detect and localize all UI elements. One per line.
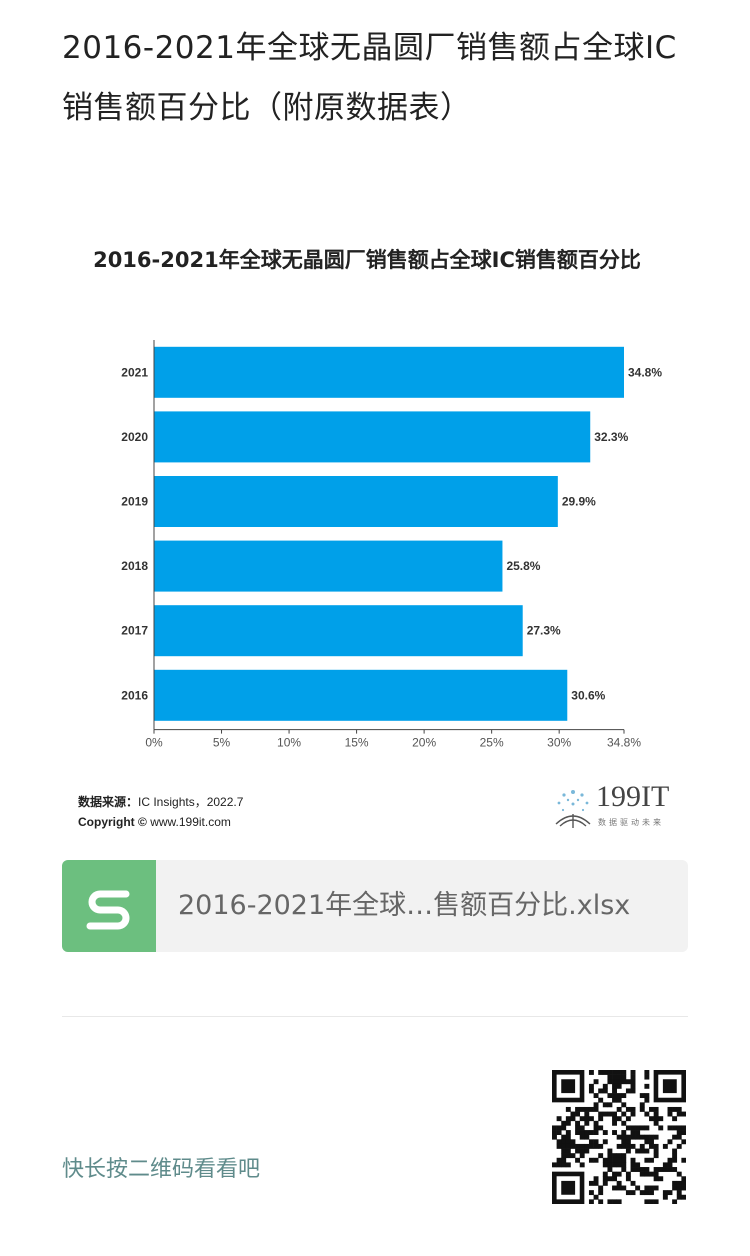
y-tick-label: 2021 [121,365,148,379]
y-tick-label: 2019 [121,495,148,509]
dandelion-icon [555,790,591,828]
chart-image: 2016-2021年全球无晶圆厂销售额占全球IC销售额百分比 2021 34.8%… [62,230,688,840]
chart-title: 2016-2021年全球无晶圆厂销售额占全球IC销售额百分比 [93,248,641,272]
logo-199it: 199IT 数据驱动未来 [550,780,680,834]
qr-hint-text: 快长按二维码看看吧 [62,1157,261,1182]
bar [154,346,624,398]
data-label: 34.8% [628,365,662,379]
attachment-card[interactable]: 2016-2021年全球…售额百分比.xlsx [62,860,688,952]
y-tick-label: 2016 [121,688,148,702]
y-tick-label: 2018 [121,559,148,573]
bar-chart: 2016-2021年全球无晶圆厂销售额占全球IC销售额百分比 2021 34.8%… [93,248,662,750]
x-tick-label: 30% [547,736,571,750]
x-tick-label: 5% [213,736,231,750]
qr-code-icon[interactable] [552,1070,687,1205]
attachment-filename[interactable]: 2016-2021年全球…售额百分比.xlsx [178,890,631,921]
bar [154,411,591,463]
y-tick-label: 2017 [121,624,148,638]
spreadsheet-s-icon [62,860,156,952]
x-tick-label: 0% [145,736,163,750]
copyright-value: www.199it.com [150,815,231,829]
data-label: 27.3% [527,624,561,638]
x-tick-label: 10% [277,736,301,750]
x-tick-label: 34.8% [607,736,641,750]
bar [154,605,523,657]
data-label: 32.3% [594,430,628,444]
data-label: 30.6% [571,688,605,702]
source-label: 数据来源： [78,795,139,809]
x-tick-label: 20% [412,736,436,750]
y-tick-label: 2020 [121,430,148,444]
bar [154,669,568,721]
bar [154,476,558,527]
logo-text: 199IT [596,780,670,813]
x-tick-label: 15% [345,736,369,750]
data-label: 29.9% [562,495,596,509]
x-tick-label: 25% [480,736,504,750]
source-value: IC Insights，2022.7 [138,795,244,809]
data-label: 25.8% [506,559,540,573]
page-title: 2016-2021年全球无晶圆厂销售额占全球IC销售额百分比（附原数据表） [62,30,677,126]
copyright-label: Copyright © [78,815,147,829]
bar [154,540,503,592]
divider [62,1016,688,1017]
logo-tagline: 数据驱动未来 [598,818,664,827]
source-block: 数据来源：IC Insights，2022.7 Copyright © www.… [78,792,243,832]
